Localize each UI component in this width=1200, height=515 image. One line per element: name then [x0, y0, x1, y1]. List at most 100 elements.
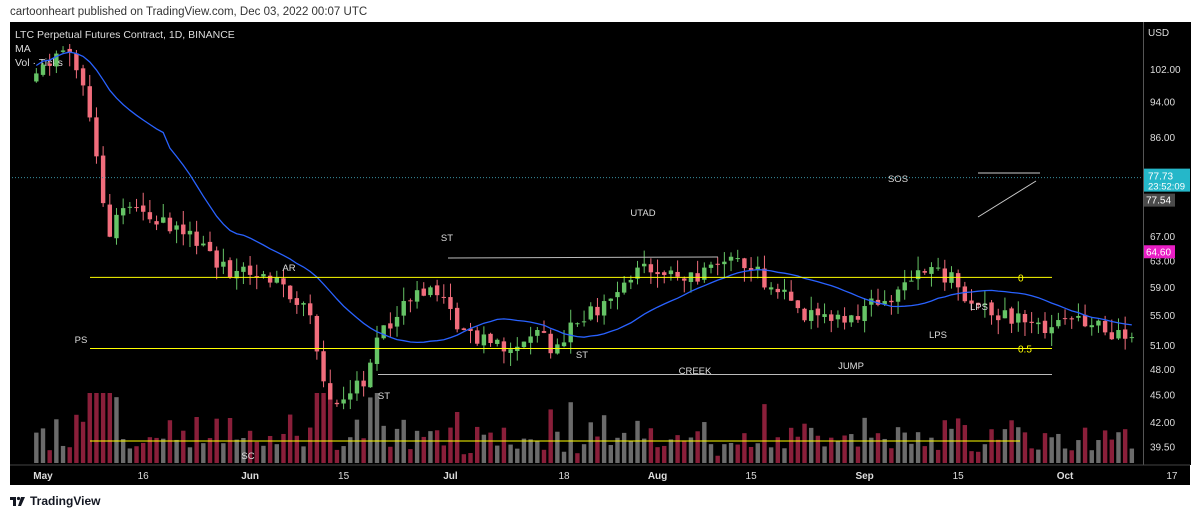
candle-body [120, 208, 126, 216]
volume-bar [488, 432, 493, 463]
volume-bar [962, 425, 968, 463]
volume-bar [34, 432, 39, 463]
volume-bar [381, 425, 386, 463]
candle-body [782, 289, 787, 292]
time-tick-label: 15 [953, 471, 965, 482]
candle-body [475, 330, 480, 344]
volume-bar [922, 446, 927, 463]
candle-body [662, 272, 667, 275]
candle-body [1089, 325, 1094, 328]
ma-legend[interactable]: MA [15, 43, 31, 55]
wyckoff-annotation: SC [241, 451, 254, 462]
currency-label: USD [1148, 28, 1169, 39]
volume-bar [1102, 430, 1108, 463]
candle-body [314, 315, 320, 352]
candle-body [294, 298, 300, 305]
volume-bar [768, 447, 774, 463]
volume-bar [575, 453, 580, 463]
candle-body [909, 280, 914, 282]
volume-bar [708, 444, 714, 463]
time-tick-label: Sep [855, 471, 873, 482]
volume-bar [635, 420, 640, 463]
volume-bar [361, 438, 366, 463]
volume-bar [47, 450, 52, 463]
volume-bar [1049, 437, 1054, 463]
candle-body [341, 399, 346, 404]
candle-body [976, 302, 981, 306]
volume-bar [521, 438, 527, 463]
candle-body [1022, 314, 1028, 323]
volume-bar [94, 393, 99, 463]
volume-bar [595, 436, 600, 463]
candle-body [54, 53, 59, 67]
volume-bar [87, 393, 92, 463]
candle-body [147, 212, 153, 220]
candle-body [581, 321, 587, 323]
volume-bar [835, 440, 841, 463]
countdown-label: 23:52:09 [1148, 182, 1185, 193]
volume-bar [461, 454, 467, 463]
volume-bar [334, 449, 340, 463]
candle-body [722, 261, 727, 265]
candle-body [835, 314, 841, 320]
candle-body [1082, 314, 1088, 327]
candle-body [134, 207, 139, 209]
volume-bar [608, 445, 613, 463]
candle-body [67, 48, 72, 53]
volume-bar [541, 449, 547, 463]
candle-body [702, 267, 707, 280]
candle-body [682, 278, 687, 281]
volume-bar [448, 427, 453, 463]
candle-body [989, 302, 994, 316]
volume-bar [1096, 440, 1101, 463]
candle-body [528, 336, 533, 343]
candle-body [855, 316, 861, 320]
volume-bar [675, 435, 680, 463]
volume-bar [1036, 449, 1041, 463]
tradingview-brand[interactable]: TradingView [30, 494, 101, 508]
candle-body [822, 314, 827, 317]
volume-bar [982, 444, 988, 463]
time-axis[interactable] [10, 465, 1190, 485]
volume-bar [341, 446, 346, 463]
volume-bar [535, 440, 540, 463]
symbol-legend: LTC Perpetual Futures Contract, 1D, BINA… [15, 29, 235, 41]
volume-bar [40, 428, 46, 463]
volume-bar [1069, 450, 1074, 463]
volume-bar [1122, 429, 1128, 463]
candle-body [735, 258, 740, 260]
volume-bar [1009, 420, 1014, 463]
candle-body [354, 380, 360, 394]
candle-body [201, 243, 206, 246]
volume-bar [154, 437, 159, 463]
volume-bar [441, 445, 446, 463]
volume-bar [468, 453, 473, 463]
candle-body [942, 268, 947, 283]
candle-body [862, 306, 867, 322]
candle-body [394, 316, 400, 327]
volume-bar [882, 438, 887, 463]
volume-bar [328, 399, 333, 463]
candle-body [1096, 320, 1101, 326]
candle-body [414, 290, 420, 302]
volume-bar [976, 451, 981, 463]
volume-bar [809, 427, 814, 463]
candle-body [829, 314, 834, 321]
volume-bar [454, 411, 460, 463]
last-price-label: 77.73 [1148, 172, 1173, 183]
volume-bar [281, 433, 286, 463]
volume-bar [655, 447, 660, 463]
candle-body [207, 241, 213, 252]
volume-bar [662, 445, 667, 463]
candle-body [481, 334, 487, 346]
ma-price-label: 64.60 [1146, 247, 1171, 258]
volume-bar [74, 414, 79, 463]
volume-bar [141, 442, 146, 463]
candle-body [1042, 320, 1048, 333]
price-axis[interactable] [1143, 22, 1191, 465]
wyckoff-annotation: LPS [970, 302, 988, 313]
volume-bar [875, 433, 881, 463]
volume-bar [989, 429, 994, 463]
volume-bar [1062, 448, 1068, 463]
